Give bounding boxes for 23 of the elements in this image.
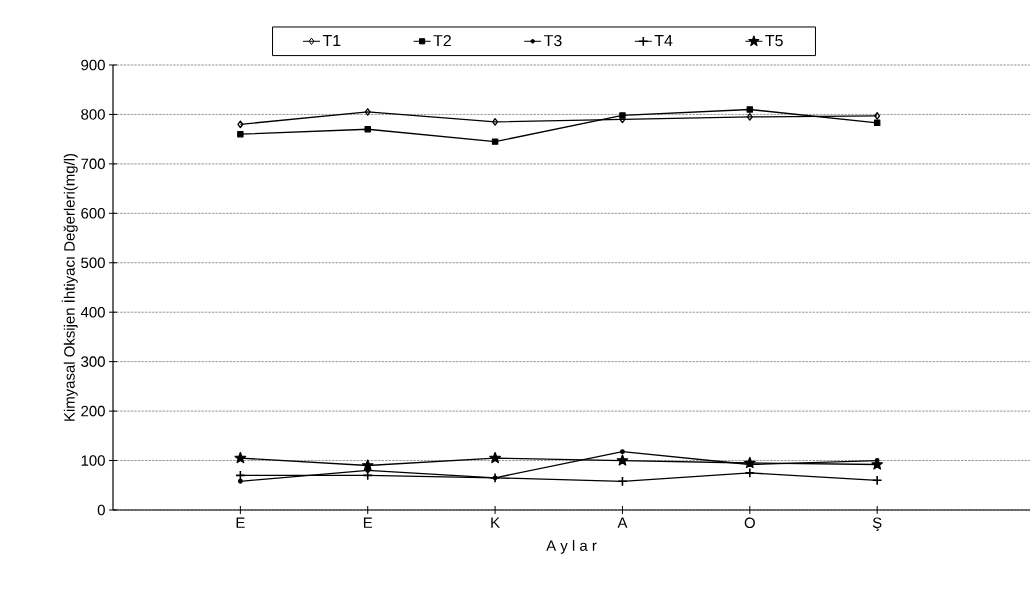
x-tick-label: O xyxy=(744,517,755,529)
x-axis-title: A y l a r xyxy=(546,539,597,554)
y-tick-label: 900 xyxy=(81,59,105,71)
x-tick-label: K xyxy=(491,517,500,528)
y-tick-label: 200 xyxy=(81,405,105,417)
legend-label: T3 xyxy=(544,34,562,47)
y-tick-label: 800 xyxy=(81,109,105,120)
legend-label: T5 xyxy=(765,35,783,47)
legend-label: T4 xyxy=(654,35,673,47)
y-axis-title: Kimyasal Oksijen İhtiyacı Değerleri(mg/l) xyxy=(61,153,78,421)
x-tick-label: Ş xyxy=(872,517,882,532)
y-tick-label: 600 xyxy=(81,208,105,219)
y-tick-label: 400 xyxy=(80,306,105,318)
y-tick-label: 300 xyxy=(81,356,105,367)
x-tick-label: A xyxy=(617,517,628,528)
legend-label: T2 xyxy=(433,34,451,47)
x-tick-label: E xyxy=(363,517,373,528)
y-tick-label: 700 xyxy=(81,158,105,170)
y-tick-label: 0 xyxy=(97,504,105,516)
y-tick-label: 100 xyxy=(81,455,105,466)
legend-label: T1 xyxy=(322,35,341,47)
x-tick-label: E xyxy=(236,517,245,528)
y-tick-label: 500 xyxy=(81,257,105,269)
